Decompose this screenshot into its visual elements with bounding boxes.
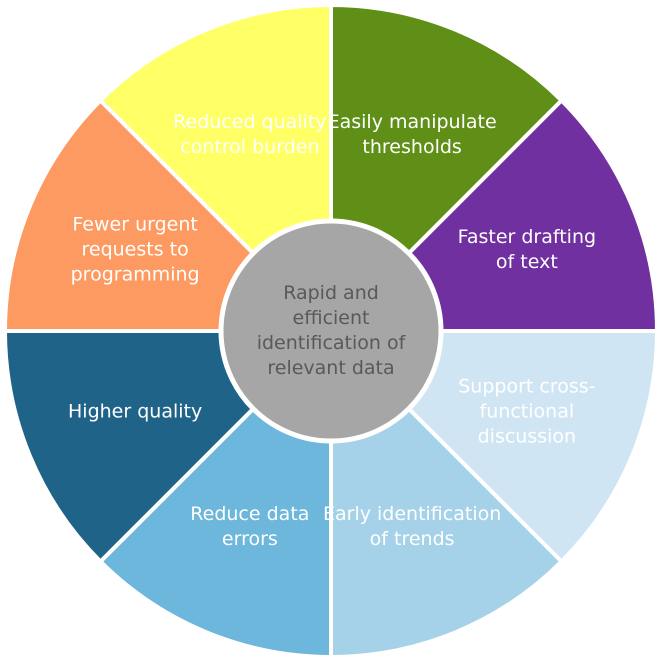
center-hub: Rapid and efficient identification of relev… bbox=[218, 218, 444, 444]
center-label: Rapid and efficient identification of relev… bbox=[257, 282, 407, 379]
segment-label-early-identification-of-trends: Early identification of trends bbox=[323, 503, 501, 550]
segment-label-reduce-data-errors: Reduce data errors bbox=[190, 503, 309, 550]
segment-label-faster-drafting-of-text: Faster drafting of text bbox=[458, 226, 596, 273]
segment-label-support-cross-functional-discussion: Support cross-functional discussion bbox=[458, 376, 595, 448]
segment-label-easily-manipulate-thresholds: Easily manipulate thresholds bbox=[328, 111, 497, 158]
segment-label-fewer-urgent-requests-to-programming: Fewer urgent requests to programming bbox=[71, 213, 200, 285]
segment-label-reduced-quality-control-burden: Reduced quality control burden bbox=[173, 111, 326, 158]
segment-label-higher-quality: Higher quality bbox=[68, 401, 202, 423]
center-circle bbox=[218, 218, 444, 444]
segment-labels-layer: Easily manipulate thresholds Faster drafti… bbox=[68, 111, 596, 550]
